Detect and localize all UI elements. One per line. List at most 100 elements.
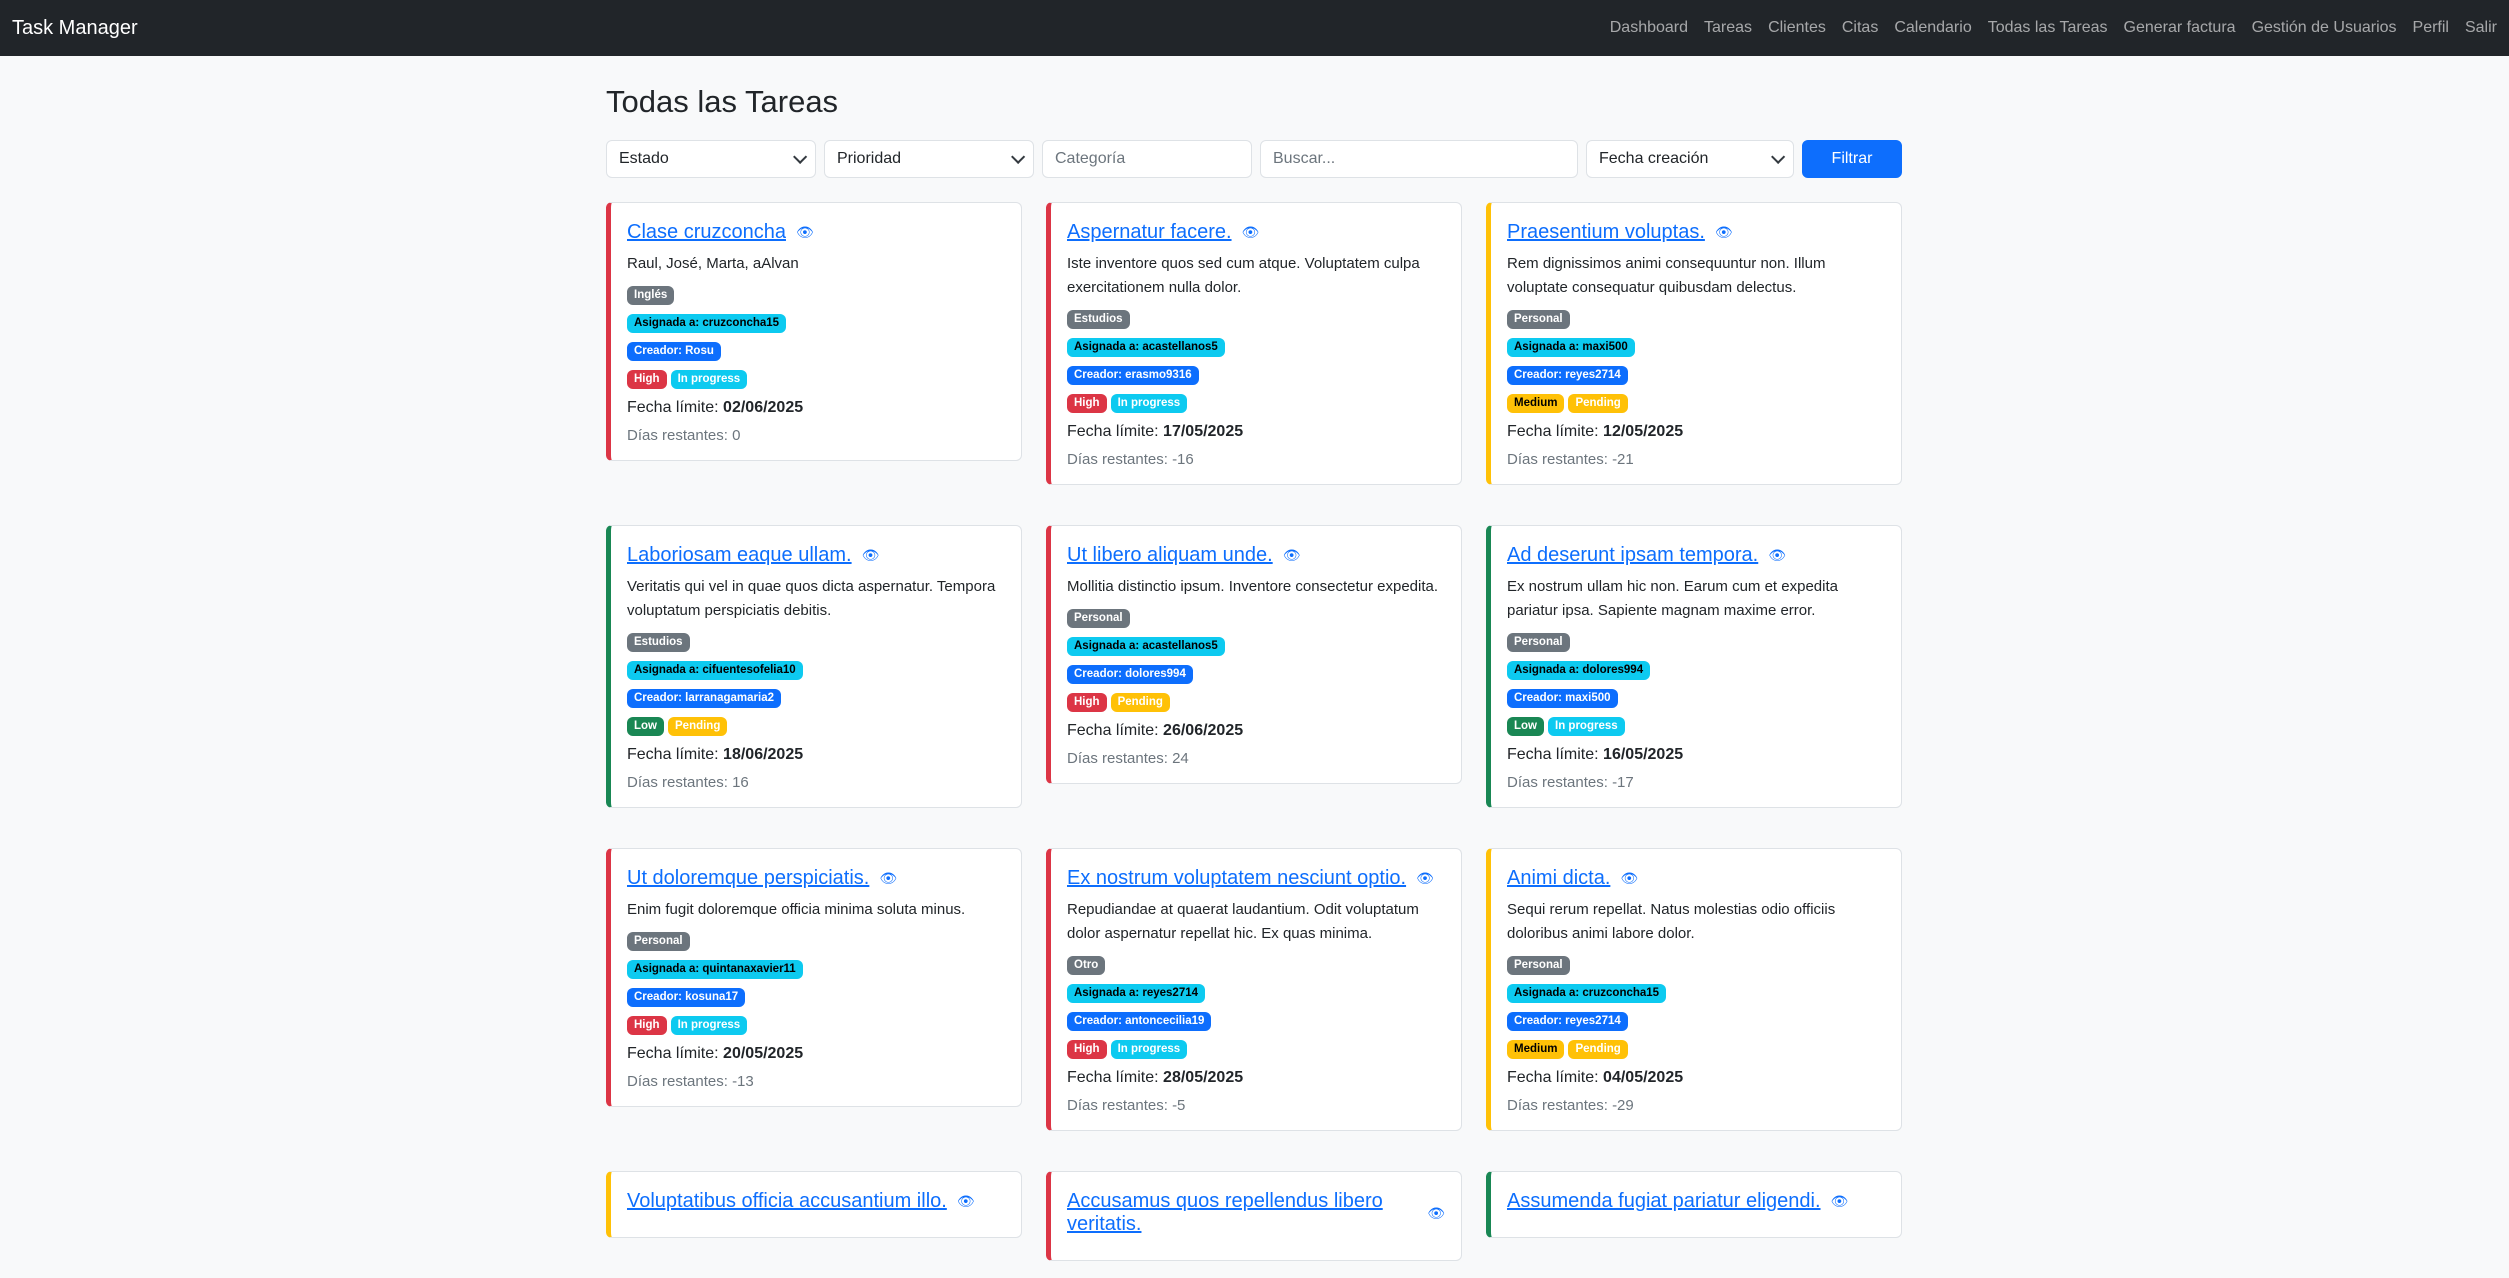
task-description: Iste inventore quos sed cum atque. Volup… [1067,255,1420,296]
nav-link-tareas[interactable]: Tareas [1704,19,1753,36]
assigned-badge: Asignada a: acastellanos5 [1067,338,1225,357]
assigned-badge: Asignada a: reyes2714 [1067,984,1206,1003]
eye-icon[interactable]: 👁 [956,1193,975,1209]
days-remaining-label: Días restantes: [627,427,728,444]
status-badge: Pending [668,717,728,736]
task-title-link[interactable]: Assumenda fugiat pariatur eligendi. [1507,1190,1821,1212]
task-title-link[interactable]: Accusamus quos repellendus libero verita… [1067,1190,1383,1235]
task-title-link[interactable]: Ad deserunt ipsam tempora. [1507,544,1759,566]
task-card: Praesentium voluptas. 👁 Rem dignissimos an… [1486,202,1902,485]
eye-icon[interactable]: 👁 [1282,547,1301,563]
estado-select[interactable]: Estado [606,140,816,178]
task-badges: Personal Asignada a: maxi500 Creador: reye… [1507,310,1885,413]
task-description: Enim fugit doloremque officia minima sol… [627,901,966,918]
task-title-link[interactable]: Ut libero aliquam unde. [1067,544,1273,566]
eye-icon[interactable]: 👁 [1768,547,1787,563]
nav-link-perfil[interactable]: Perfil [2412,19,2449,36]
search-input[interactable] [1260,140,1578,178]
days-remaining-value: -17 [1612,774,1634,791]
task-card: Accusamus quos repellendus libero verita… [1046,1171,1462,1261]
task-card: Voluptatibus officia accusantium illo. 👁 [606,1171,1022,1238]
eye-icon[interactable]: 👁 [1620,870,1639,886]
task-card: Clase cruzconcha 👁 Raul, José, Marta, aAlv… [606,202,1022,461]
categoria-input[interactable] [1042,140,1252,178]
days-remaining-value: -21 [1612,451,1634,468]
assigned-badge: Asignada a: cruzconcha15 [627,314,787,333]
nav-link-calendario[interactable]: Calendario [1894,19,1972,36]
task-title-link[interactable]: Voluptatibus officia accusantium illo. [627,1190,947,1212]
task-badges: Estudios Asignada a: cifuentesofelia10 Cre… [627,633,1005,736]
task-title-link[interactable]: Aspernatur facere. [1067,221,1232,243]
task-days-remaining: Días restantes: -29 [1507,1097,1885,1114]
task-title-link[interactable]: Ut doloremque perspiciatis. [627,867,870,889]
task-due-date: Fecha límite: 28/05/2025 [1067,1069,1445,1087]
task-title-row: Laboriosam eaque ullam. 👁 [627,544,1005,567]
eye-icon[interactable]: 👁 [1427,1204,1445,1221]
task-title-row: Ut libero aliquam unde. 👁 [1067,544,1445,567]
creator-badge: Creador: larranagamaria2 [627,689,781,708]
priority-badge: Low [627,717,664,736]
eye-icon[interactable]: 👁 [879,870,898,886]
task-title-link[interactable]: Animi dicta. [1507,867,1611,889]
category-badge: Personal [1507,633,1570,652]
main-container: Todas las Tareas Estado Prioridad Fecha … [606,56,1902,1261]
days-remaining-label: Días restantes: [627,774,728,791]
due-date-value: 28/05/2025 [1163,1069,1244,1086]
priority-badge: Low [1507,717,1544,736]
task-title-row: Ex nostrum voluptatem nesciunt optio. 👁 [1067,867,1445,890]
eye-icon[interactable]: 👁 [861,547,880,563]
status-badge: Pending [1568,394,1628,413]
task-title-link[interactable]: Ex nostrum voluptatem nesciunt optio. [1067,867,1407,889]
task-title-link[interactable]: Praesentium voluptas. [1507,221,1705,243]
days-remaining-label: Días restantes: [627,1073,728,1090]
status-badge: In progress [670,1016,748,1035]
brand-logo[interactable]: Task Manager [12,16,138,39]
due-date-label: Fecha límite: [627,1045,719,1062]
nav-link-dashboard[interactable]: Dashboard [1609,19,1689,36]
days-remaining-value: 24 [1172,750,1189,767]
nav-link-salir[interactable]: Salir [2464,19,2497,36]
priority-badge: High [1067,693,1107,712]
task-title-link[interactable]: Laboriosam eaque ullam. [627,544,852,566]
task-description: Sequi rerum repellat. Natus molestias od… [1507,901,1836,942]
due-date-value: 04/05/2025 [1603,1069,1684,1086]
eye-icon[interactable]: 👁 [1416,870,1434,886]
nav-link-gestion-usuarios[interactable]: Gestión de Usuarios [2251,19,2397,36]
eye-icon[interactable]: 👁 [1714,224,1733,240]
nav-link-todas-las-tareas[interactable]: Todas las Tareas [1987,19,2108,36]
task-title-row: Animi dicta. 👁 [1507,867,1885,890]
nav-link-clientes[interactable]: Clientes [1768,19,1826,36]
category-badge: Personal [1507,310,1570,329]
top-navbar: Task Manager Dashboard Tareas Clientes C… [0,0,2509,56]
task-title-row: Ut doloremque perspiciatis. 👁 [627,867,1005,890]
nav-link-generar-factura[interactable]: Generar factura [2123,19,2236,36]
task-badges: Estudios Asignada a: acastellanos5 Creador… [1067,310,1445,413]
task-due-date: Fecha límite: 02/06/2025 [627,399,1005,417]
task-days-remaining: Días restantes: 24 [1067,750,1445,767]
filtrar-button[interactable]: Filtrar [1802,140,1902,178]
task-description: Mollitia distinctio ipsum. Inventore con… [1067,578,1439,595]
status-badge: In progress [670,370,748,389]
days-remaining-label: Días restantes: [1067,1097,1168,1114]
task-badges: Inglés Asignada a: cruzconcha15 Creador: R… [627,286,1005,389]
task-title-row: Praesentium voluptas. 👁 [1507,221,1885,244]
eye-icon[interactable]: 👁 [1241,224,1260,240]
due-date-label: Fecha límite: [1507,1069,1599,1086]
orden-select[interactable]: Fecha creación [1586,140,1794,178]
due-date-label: Fecha límite: [1507,423,1599,440]
task-description: Repudiandae at quaerat laudantium. Odit … [1067,901,1419,942]
prioridad-select-value: Prioridad [837,150,902,167]
eye-icon[interactable]: 👁 [795,224,814,240]
task-title-row: Ad deserunt ipsam tempora. 👁 [1507,544,1885,567]
eye-icon[interactable]: 👁 [1830,1193,1849,1209]
nav-link-citas[interactable]: Citas [1841,19,1879,36]
task-days-remaining: Días restantes: -13 [627,1073,1005,1090]
due-date-label: Fecha límite: [1067,423,1159,440]
category-badge: Estudios [627,633,690,652]
task-title-link[interactable]: Clase cruzconcha [627,221,786,243]
status-badge: In progress [1110,1040,1188,1059]
prioridad-select[interactable]: Prioridad [824,140,1034,178]
task-badges: Otro Asignada a: reyes2714 Creador: antonc… [1067,956,1445,1059]
task-description: Raul, José, Marta, aAlvan [627,255,799,272]
days-remaining-label: Días restantes: [1067,750,1168,767]
